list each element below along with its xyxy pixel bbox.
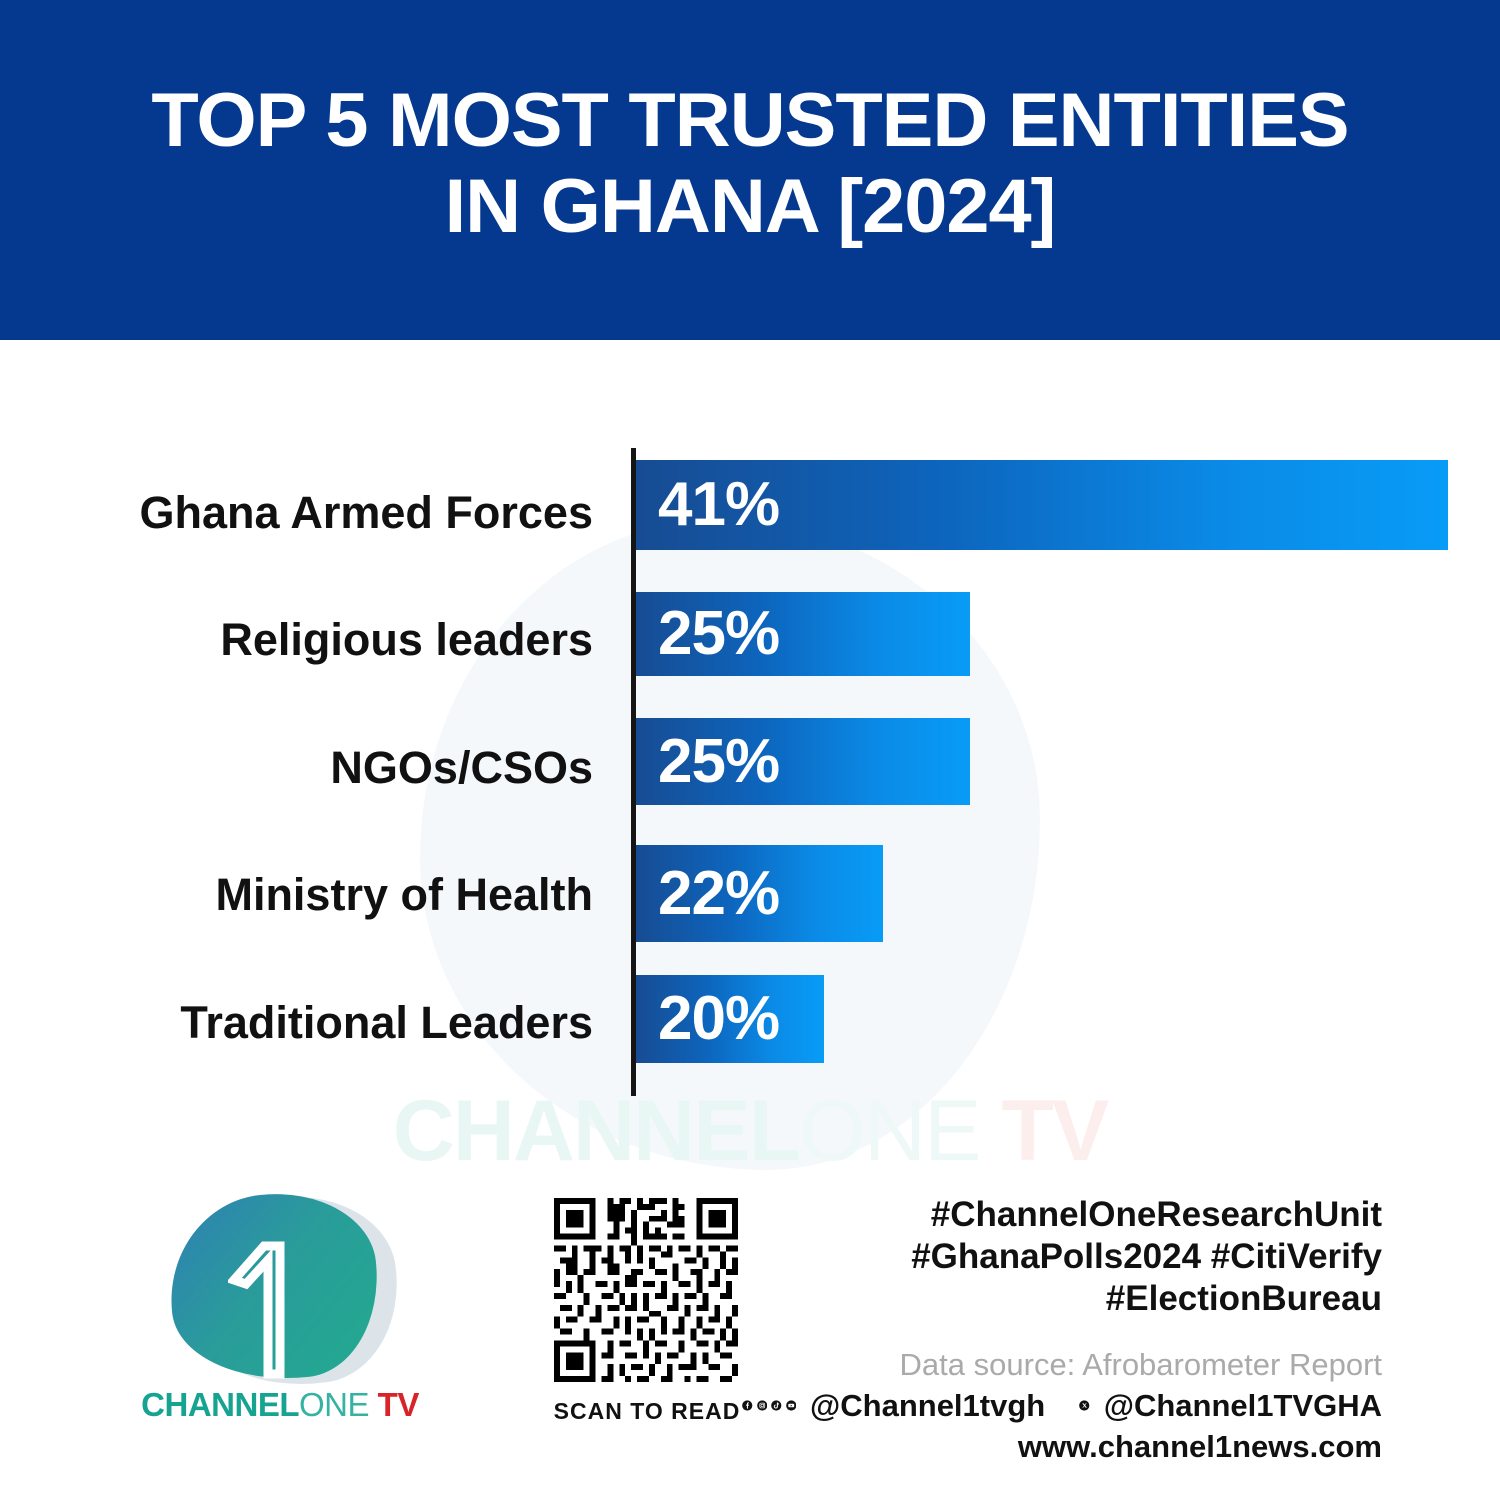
watermark-part-2: ONE xyxy=(799,1083,981,1179)
youtube-icon[interactable] xyxy=(785,1390,797,1421)
logo-word-one: ONE xyxy=(298,1386,370,1423)
bar-0: 41% xyxy=(636,460,1448,550)
bar-label-4: Traditional Leaders xyxy=(180,997,593,1048)
bar-value-1: 25% xyxy=(658,599,780,668)
instagram-icon[interactable] xyxy=(756,1390,768,1421)
qr-code-block[interactable]: SCAN TO READ xyxy=(548,1192,748,1442)
bar-label-3: Ministry of Health xyxy=(215,869,593,920)
data-source-text: Data source: Afrobarometer Report xyxy=(899,1347,1382,1382)
bar-value-0: 41% xyxy=(658,470,780,539)
handle-main[interactable]: @Channel1tvgh xyxy=(810,1388,1046,1423)
website-url[interactable]: www.channel1news.com xyxy=(1017,1429,1382,1464)
bar-label-2: NGOs/CSOs xyxy=(330,742,593,793)
page-title: TOP 5 MOST TRUSTED ENTITIES IN GHANA [20… xyxy=(151,78,1349,249)
tiktok-icon[interactable] xyxy=(771,1390,782,1421)
bar-4: 20% xyxy=(636,975,824,1063)
footer-text-block: #ChannelOneResearchUnit #GhanaPolls2024 … xyxy=(742,1194,1382,1465)
qr-caption: SCAN TO READ xyxy=(553,1398,741,1424)
channel-one-logo: CHANNELONE TV xyxy=(130,1182,430,1450)
bar-label-0: Ghana Armed Forces xyxy=(139,487,593,538)
header-banner: TOP 5 MOST TRUSTED ENTITIES IN GHANA [20… xyxy=(0,0,1500,340)
bar-value-3: 22% xyxy=(658,858,780,928)
hashtags: #ChannelOneResearchUnit #GhanaPolls2024 … xyxy=(911,1195,1382,1318)
logo-word-tv: TV xyxy=(369,1386,420,1423)
watermark-part-3: TV xyxy=(979,1083,1109,1179)
qr-code-icon[interactable] xyxy=(548,1192,744,1388)
bar-2: 25% xyxy=(636,718,970,805)
bar-label-1: Religious leaders xyxy=(220,614,593,665)
logo-word-channel: CHANNEL xyxy=(141,1386,299,1423)
bar-value-2: 25% xyxy=(658,726,780,796)
bar-3: 22% xyxy=(636,845,883,942)
bar-value-4: 20% xyxy=(658,984,780,1053)
facebook-icon[interactable] xyxy=(742,1390,753,1421)
logo-wordmark: CHANNELONE TV xyxy=(130,1386,430,1424)
handle-x[interactable]: @Channel1TVGHA xyxy=(1103,1388,1382,1423)
social-handles-row: @Channel1tvgh @Channel1TVGHA xyxy=(742,1390,1382,1421)
bar-1: 25% xyxy=(636,592,970,676)
chart-axis-line xyxy=(631,448,636,1096)
watermark-part-1: CHANNEL xyxy=(392,1083,801,1179)
footer: CHANNELONE TV xyxy=(0,1170,1500,1500)
watermark-wordmark: CHANNELONE TV xyxy=(0,1082,1500,1181)
logo-numeral-one-icon xyxy=(228,1241,285,1379)
x-twitter-icon[interactable] xyxy=(1079,1390,1090,1421)
